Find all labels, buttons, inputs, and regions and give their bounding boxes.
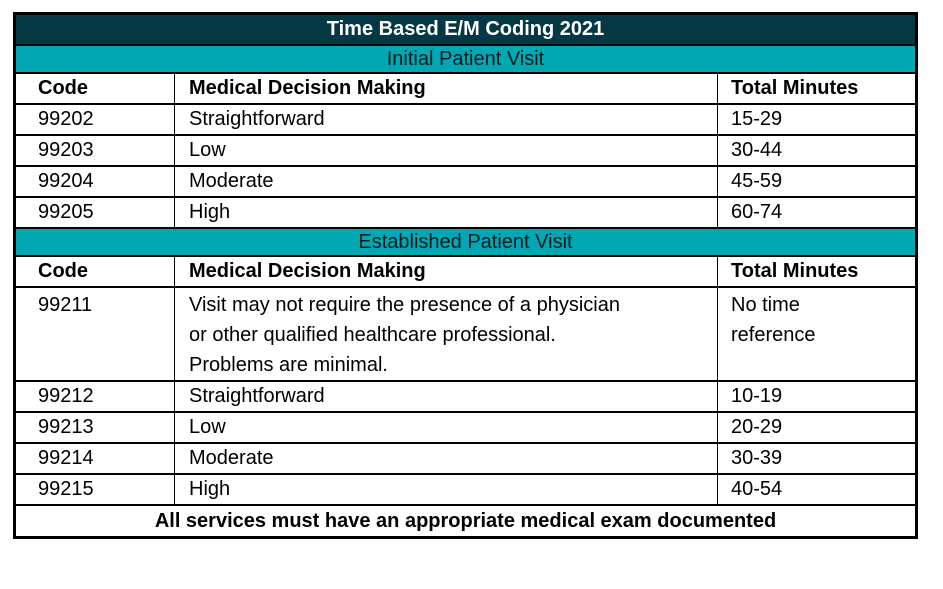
section-label-initial: Initial Patient Visit [14,44,917,74]
table-row: 99202 Straightforward 15-29 [14,103,917,136]
section-band-initial: Initial Patient Visit [14,44,917,74]
footer-note: All services must have an appropriate me… [14,504,917,539]
code-cell: 99203 [14,134,175,167]
code-cell: 99213 [14,411,175,444]
table-row: 99214 Moderate 30-39 [14,442,917,475]
minutes-cell: 60-74 [717,196,917,229]
table-row: 99205 High 60-74 [14,196,917,229]
code-cell: 99211 [14,286,175,382]
minutes-cell: 30-39 [717,442,917,475]
title-row: Time Based E/M Coding 2021 [14,12,917,46]
table-row: 99204 Moderate 45-59 [14,165,917,198]
column-header-mdm: Medical Decision Making [174,255,718,288]
header-row-established: Code Medical Decision Making Total Minut… [14,255,917,288]
mdm-cell: Low [174,411,718,444]
column-header-minutes: Total Minutes [717,72,917,105]
section-band-established: Established Patient Visit [14,227,917,257]
table-title: Time Based E/M Coding 2021 [14,12,917,46]
minutes-cell: 30-44 [717,134,917,167]
code-cell: 99212 [14,380,175,413]
mdm-cell: Moderate [174,442,718,475]
em-coding-table: Time Based E/M Coding 2021 Initial Patie… [13,12,918,539]
minutes-cell: 10-19 [717,380,917,413]
section-label-established: Established Patient Visit [14,227,917,257]
mdm-cell: High [174,473,718,506]
column-header-mdm: Medical Decision Making [174,72,718,105]
minutes-cell: No time reference [717,286,917,382]
table-row: 99203 Low 30-44 [14,134,917,167]
mdm-cell: Straightforward [174,103,718,136]
footer-row: All services must have an appropriate me… [14,504,917,539]
code-cell: 99214 [14,442,175,475]
header-row-initial: Code Medical Decision Making Total Minut… [14,72,917,105]
minutes-cell: 20-29 [717,411,917,444]
code-cell: 99215 [14,473,175,506]
column-header-code: Code [14,72,175,105]
minutes-cell: 45-59 [717,165,917,198]
mdm-cell: High [174,196,718,229]
table-row: 99215 High 40-54 [14,473,917,506]
code-cell: 99204 [14,165,175,198]
minutes-cell: 40-54 [717,473,917,506]
mdm-cell: Straightforward [174,380,718,413]
table-row: 99212 Straightforward 10-19 [14,380,917,413]
column-header-code: Code [14,255,175,288]
table-row: 99213 Low 20-29 [14,411,917,444]
mdm-cell: Moderate [174,165,718,198]
code-cell: 99205 [14,196,175,229]
minutes-cell: 15-29 [717,103,917,136]
mdm-cell: Low [174,134,718,167]
column-header-minutes: Total Minutes [717,255,917,288]
code-cell: 99202 [14,103,175,136]
mdm-cell: Visit may not require the presence of a … [174,286,718,382]
table-row: 99211 Visit may not require the presence… [14,286,917,382]
